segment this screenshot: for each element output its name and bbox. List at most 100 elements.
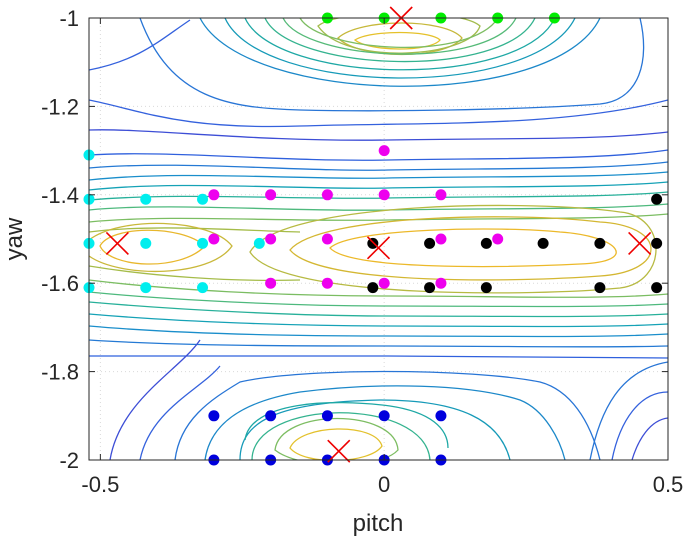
x-marker xyxy=(327,439,351,463)
ticks: -0.5 0 0.5 -1 -1.2 -1.4 -1.6 -1.8 -2 xyxy=(41,6,683,497)
data-point xyxy=(208,189,220,201)
data-point xyxy=(321,277,333,289)
data-point xyxy=(208,410,220,422)
contour-line xyxy=(282,18,517,55)
data-point xyxy=(265,410,277,422)
x-marker xyxy=(628,231,652,255)
data-point xyxy=(197,282,209,294)
contour-line xyxy=(89,161,668,171)
data-point xyxy=(480,282,492,294)
data-point xyxy=(321,233,333,245)
data-point xyxy=(321,410,333,422)
data-point xyxy=(492,233,504,245)
data-point xyxy=(594,282,606,294)
data-point xyxy=(367,237,379,249)
data-point xyxy=(424,282,436,294)
contour-line xyxy=(89,99,668,128)
contour-line xyxy=(89,181,668,191)
data-point xyxy=(140,193,152,205)
y-tick-label: -1.6 xyxy=(41,271,79,296)
contour-line xyxy=(204,385,566,460)
data-point xyxy=(253,237,265,249)
contour-line xyxy=(89,279,668,298)
data-point xyxy=(140,237,152,249)
x-axis-label: pitch xyxy=(353,510,404,537)
data-point xyxy=(651,237,663,249)
contour-lines xyxy=(89,18,668,460)
data-point xyxy=(435,410,447,422)
contour-line xyxy=(317,18,481,54)
data-point xyxy=(480,237,492,249)
contour-line xyxy=(89,222,233,273)
y-axis-label: yaw xyxy=(1,217,28,260)
data-point xyxy=(208,233,220,245)
data-point xyxy=(435,233,447,245)
contour-line xyxy=(89,149,668,161)
contour-line xyxy=(289,428,383,460)
contour-line xyxy=(89,313,668,328)
data-point xyxy=(594,237,606,249)
contour-line xyxy=(109,339,201,460)
contour-line xyxy=(174,370,601,460)
data-marks xyxy=(83,6,663,466)
contour-line xyxy=(239,399,511,460)
data-point xyxy=(435,189,447,201)
contour-line xyxy=(353,31,441,50)
contour-line xyxy=(89,19,191,71)
contour-line xyxy=(199,18,601,87)
data-point xyxy=(435,277,447,289)
data-point xyxy=(378,410,390,422)
data-point xyxy=(378,145,390,157)
contour-line xyxy=(224,18,576,79)
data-point xyxy=(321,189,333,201)
contour-line xyxy=(631,417,668,460)
data-point xyxy=(265,277,277,289)
data-point xyxy=(197,193,209,205)
contour-line xyxy=(89,355,668,359)
data-point xyxy=(378,189,390,201)
contour-line xyxy=(244,401,449,449)
contour-line xyxy=(139,18,645,112)
contour-line xyxy=(89,301,668,318)
contour-line xyxy=(251,412,431,460)
data-point xyxy=(651,282,663,294)
data-point xyxy=(140,282,152,294)
contour-line xyxy=(611,391,668,460)
x-tick-label: 0 xyxy=(378,472,390,497)
contour-line xyxy=(89,213,668,223)
contour-line xyxy=(244,18,556,71)
x-tick-label: -0.5 xyxy=(81,472,119,497)
data-point xyxy=(378,277,390,289)
data-point xyxy=(367,282,379,294)
contour-line xyxy=(289,216,652,281)
contour-line xyxy=(299,18,499,48)
contour-line xyxy=(139,365,221,460)
data-point xyxy=(265,189,277,201)
plot-area xyxy=(89,18,668,460)
axes-frame xyxy=(88,17,669,461)
contour-line xyxy=(274,417,399,460)
contour-line xyxy=(264,18,536,63)
y-tick-label: -1.4 xyxy=(41,183,79,208)
contour-line xyxy=(589,361,668,460)
contour-line xyxy=(89,325,668,338)
y-tick-label: -2 xyxy=(59,448,79,473)
contour-line xyxy=(89,291,668,308)
y-tick-label: -1 xyxy=(59,6,79,31)
contour-line xyxy=(89,339,668,348)
y-tick-label: -1.8 xyxy=(41,360,79,385)
data-point xyxy=(197,237,209,249)
contour-line xyxy=(329,228,617,268)
y-tick-label: -1.2 xyxy=(41,94,79,119)
x-tick-label: 0.5 xyxy=(653,472,684,497)
contour-line xyxy=(89,171,668,181)
contour-line xyxy=(89,129,668,141)
x-marker xyxy=(105,231,129,255)
data-point xyxy=(651,193,663,205)
data-point xyxy=(537,237,549,249)
data-point xyxy=(424,237,436,249)
x-marker xyxy=(366,236,391,260)
data-point xyxy=(265,233,277,245)
